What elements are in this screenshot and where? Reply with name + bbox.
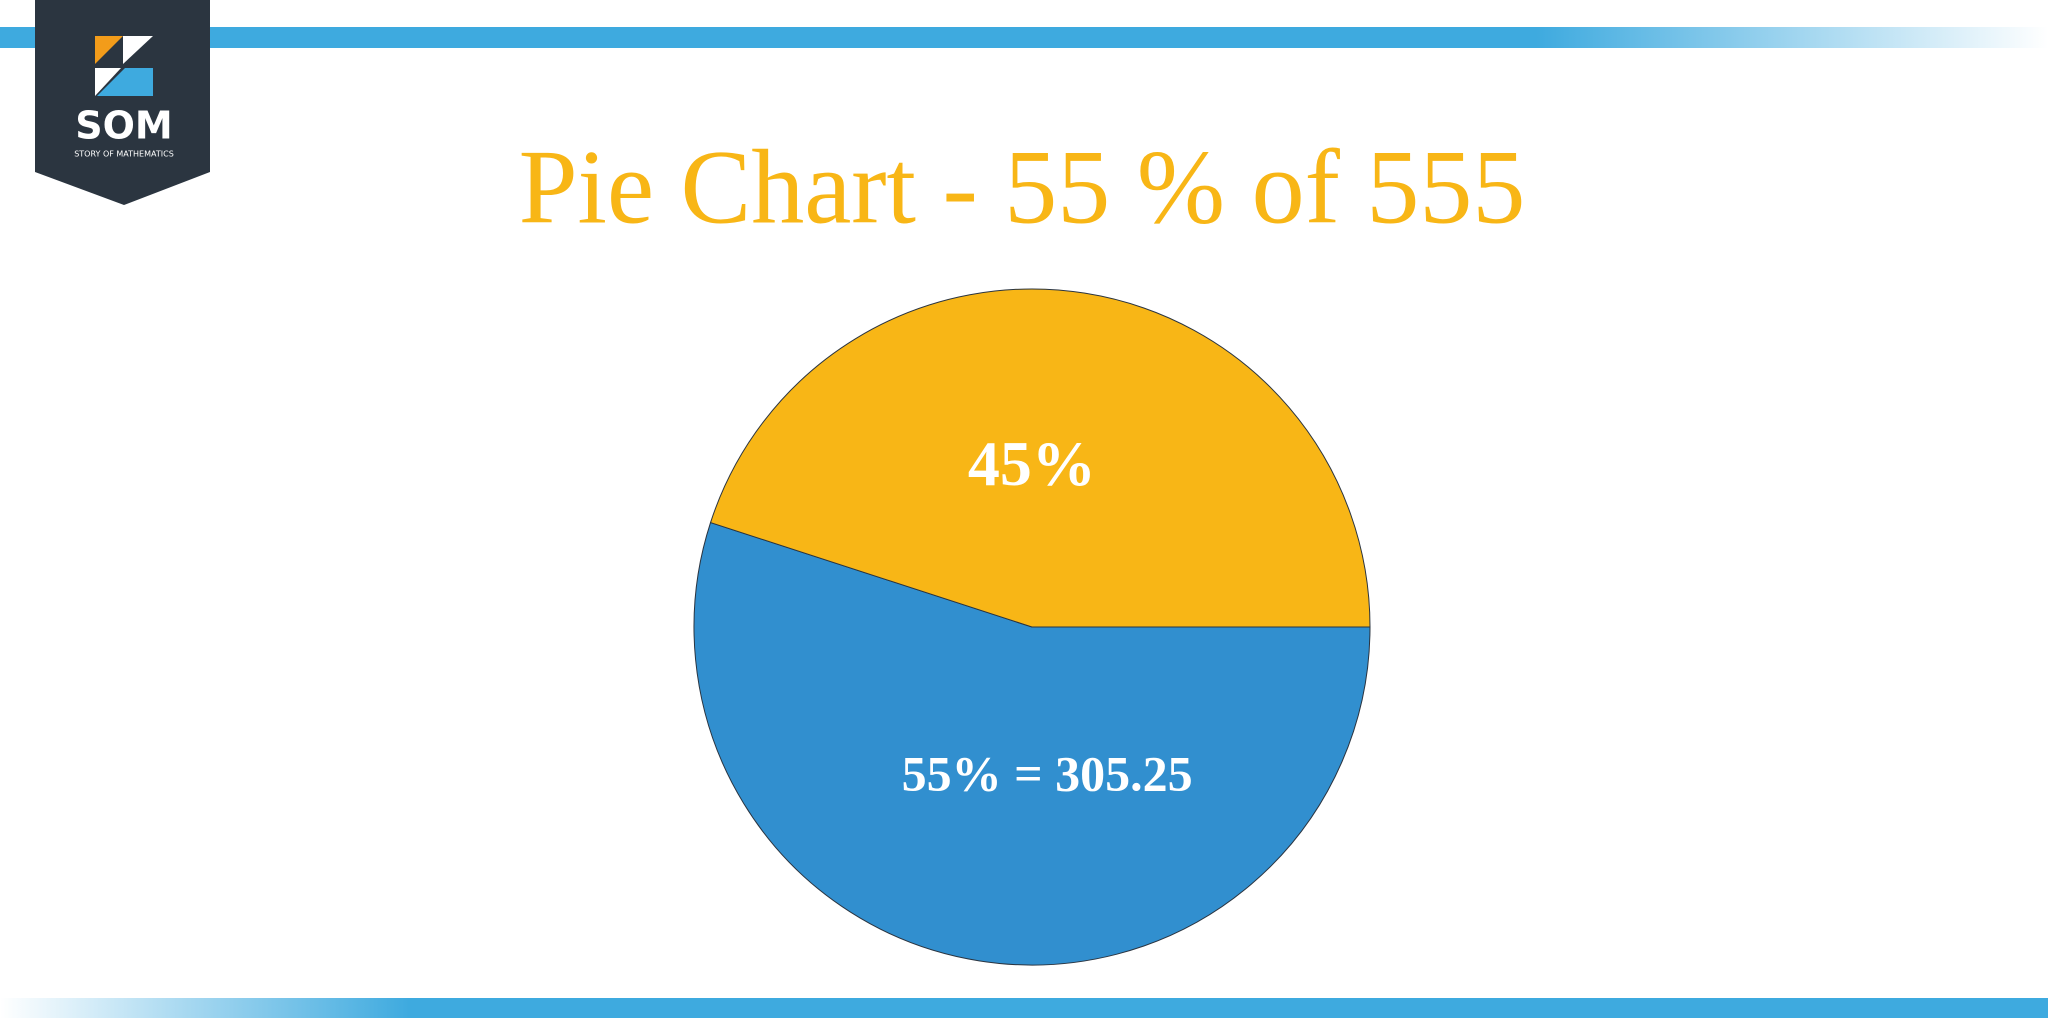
logo: SOM STORY OF MATHEMATICS	[35, 0, 210, 205]
pie-slice	[693, 521, 1371, 966]
chart-title: Pie Chart - 55 % of 555	[519, 128, 1526, 245]
slice-label: 45%	[968, 428, 1096, 499]
pie-slice	[709, 288, 1371, 628]
bottom-bar	[0, 998, 2048, 1018]
top-bar	[0, 27, 2048, 48]
slice-label: 55% = 305.25	[902, 745, 1193, 801]
logo-text: SOM	[75, 104, 173, 148]
logo-subtext: STORY OF MATHEMATICS	[74, 150, 174, 159]
